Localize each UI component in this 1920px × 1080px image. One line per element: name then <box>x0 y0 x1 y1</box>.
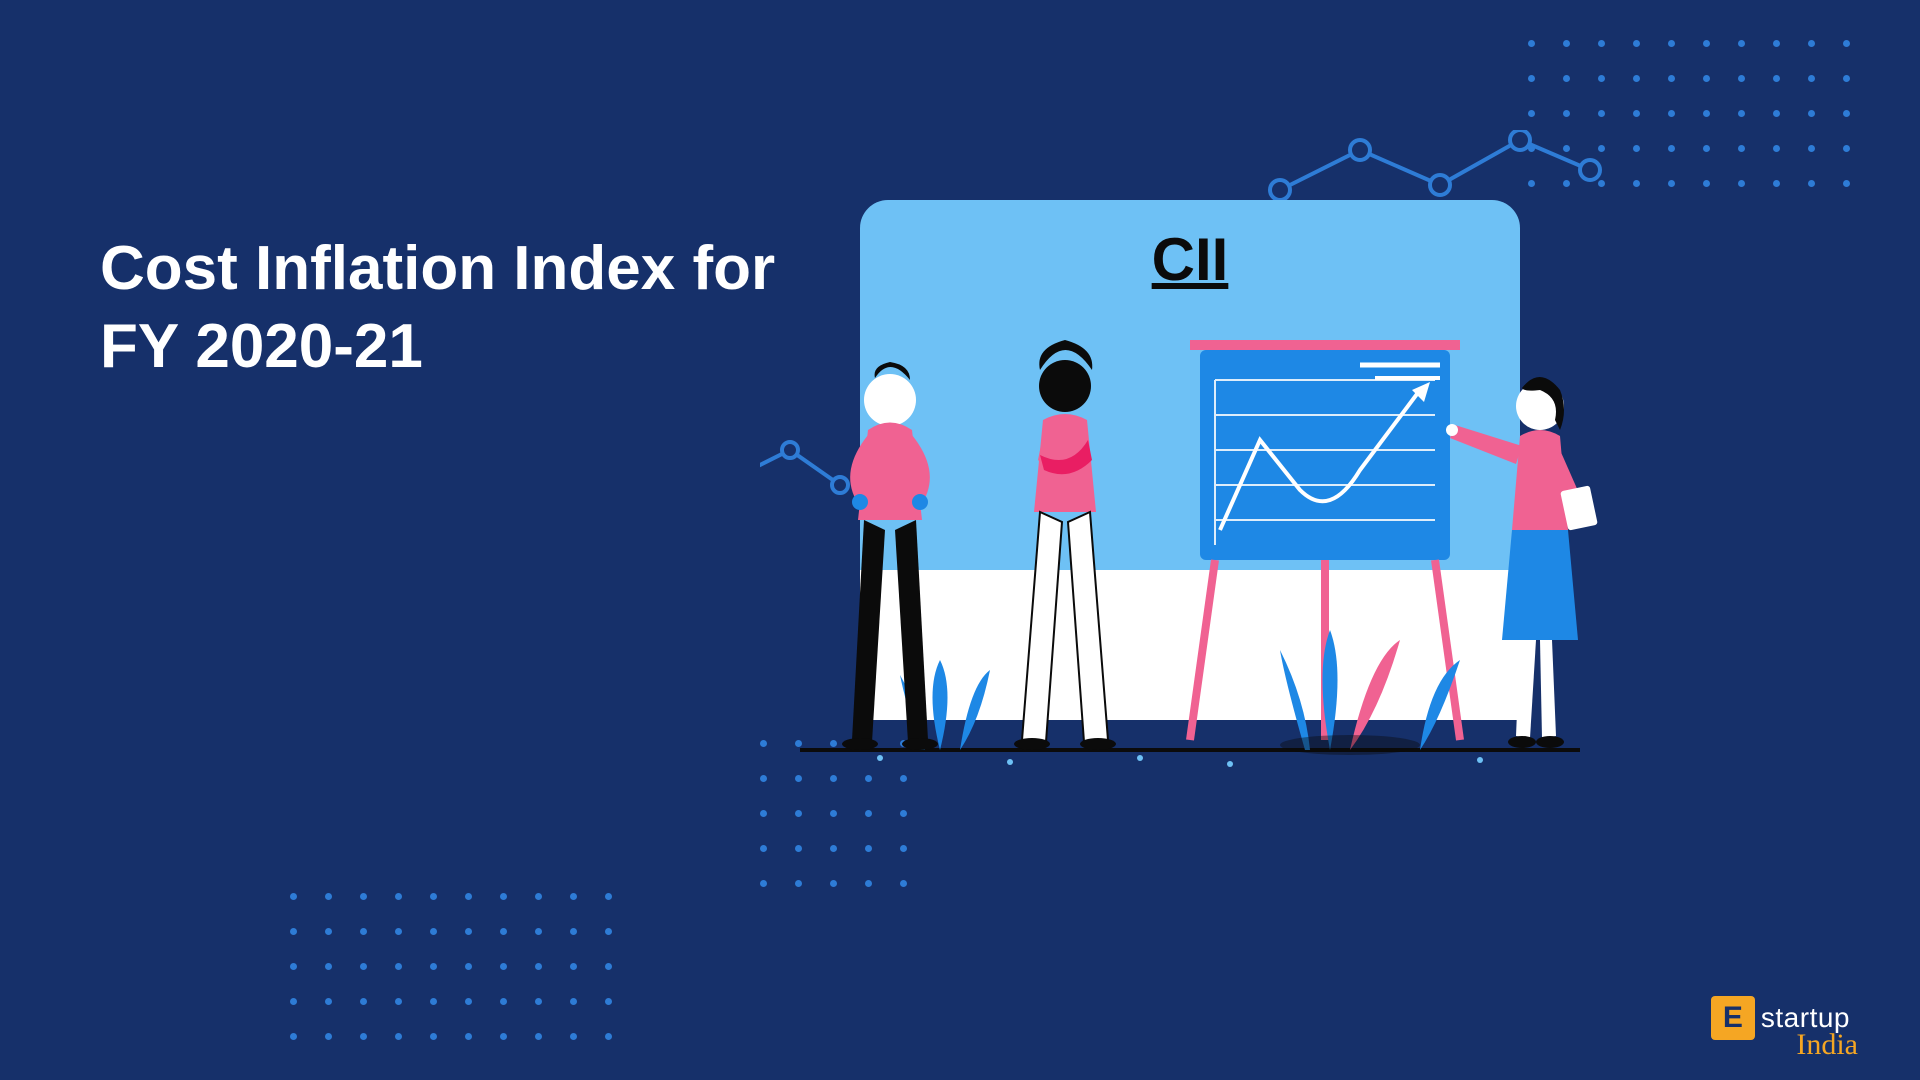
page-title: Cost Inflation Index for FY 2020-21 <box>100 230 800 385</box>
panel-label: CII <box>1152 226 1229 293</box>
cii-illustration: CII <box>760 130 1610 850</box>
dot-grid-bottom-left <box>290 893 612 1040</box>
logo-subtext: India <box>1796 1028 1858 1062</box>
brand-logo: E startup India <box>1711 996 1850 1040</box>
logo-mark-icon: E <box>1711 996 1755 1040</box>
